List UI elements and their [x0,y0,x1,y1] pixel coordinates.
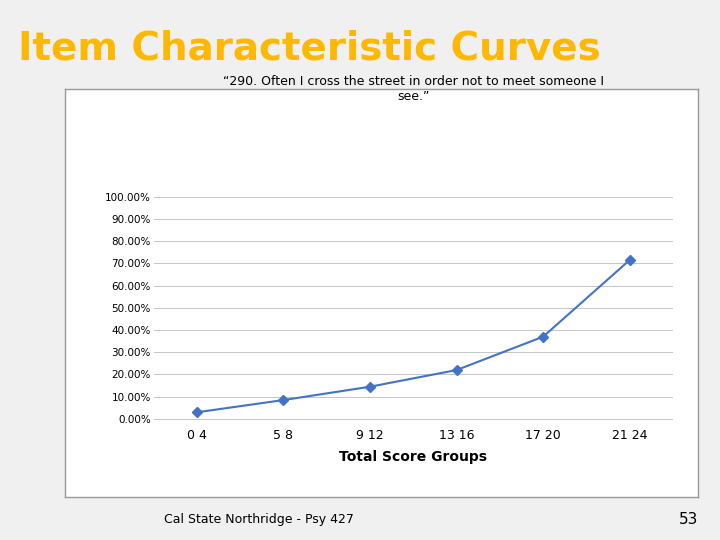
Text: Cal State Northridge - Psy 427: Cal State Northridge - Psy 427 [164,512,354,526]
Text: “290. Often I cross the street in order not to meet someone I
see.”: “290. Often I cross the street in order … [222,75,604,103]
Text: Item Characteristic Curves: Item Characteristic Curves [18,30,600,68]
X-axis label: Total Score Groups: Total Score Groups [339,450,487,464]
Text: 53: 53 [679,512,698,526]
